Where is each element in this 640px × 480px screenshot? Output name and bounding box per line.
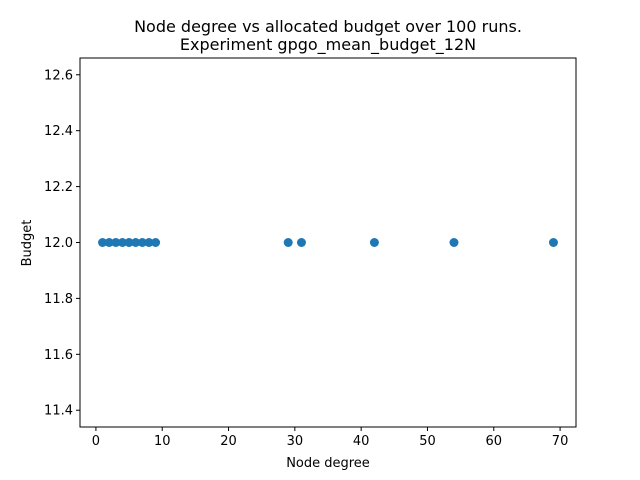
data-point [296, 238, 306, 247]
x-tick-label: 0 [92, 434, 100, 449]
x-tick-label: 50 [419, 434, 436, 449]
data-point [144, 238, 154, 247]
chart-title-line1: Node degree vs allocated budget over 100… [134, 17, 522, 36]
data-point [151, 238, 161, 247]
y-axis-label: Budget [20, 220, 35, 267]
data-points [98, 238, 558, 247]
y-tick-label: 12.0 [44, 236, 73, 251]
y-tick-label: 11.4 [44, 404, 73, 419]
x-axis-label: Node degree [286, 456, 370, 471]
y-tick-label: 12.6 [44, 68, 73, 83]
data-point [283, 238, 293, 247]
x-tick-label: 10 [154, 434, 171, 449]
data-point [548, 238, 558, 247]
x-tick-label: 30 [287, 434, 304, 449]
data-point [98, 238, 108, 247]
data-point [124, 238, 134, 247]
data-point [137, 238, 147, 247]
data-point [449, 238, 459, 247]
chart-title-line2: Experiment gpgo_mean_budget_12N [180, 35, 476, 55]
data-point [117, 238, 127, 247]
x-tick-label: 20 [220, 434, 237, 449]
x-axis-ticks: 0 10 20 30 40 50 60 70 [92, 427, 569, 449]
y-tick-label: 11.6 [44, 348, 73, 363]
y-tick-label: 11.8 [44, 292, 73, 307]
y-tick-label: 12.2 [44, 180, 73, 195]
y-axis-ticks: 11.4 11.6 11.8 12.0 12.2 12.4 12.6 [44, 68, 80, 419]
data-point [369, 238, 379, 247]
x-tick-label: 40 [353, 434, 370, 449]
y-tick-label: 12.4 [44, 124, 73, 139]
data-point [111, 238, 121, 247]
x-tick-label: 60 [486, 434, 503, 449]
data-point [131, 238, 141, 247]
x-tick-label: 70 [552, 434, 569, 449]
data-point [104, 238, 114, 247]
